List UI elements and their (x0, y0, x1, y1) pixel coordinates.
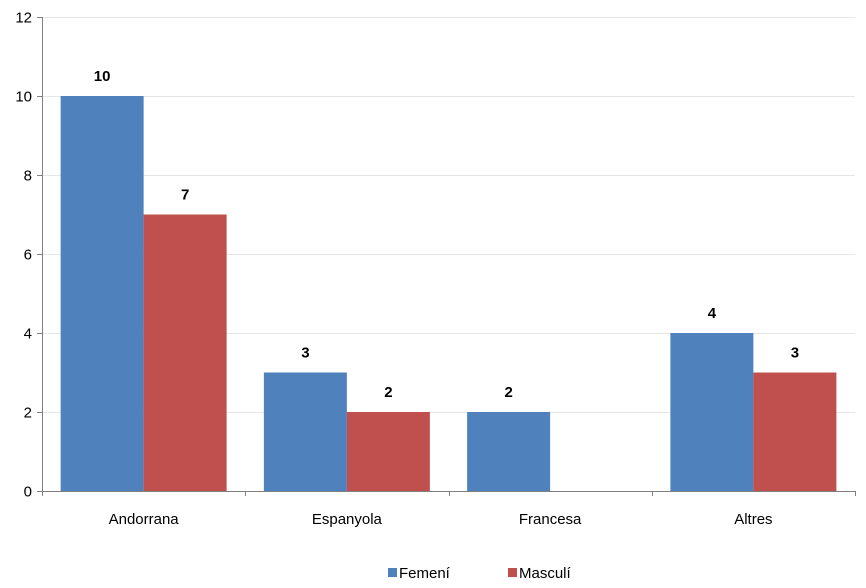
legend-label: Masculí (519, 565, 572, 582)
bar (263, 372, 347, 491)
bar (60, 96, 144, 491)
y-tick-label: 12 (15, 10, 32, 27)
bars (60, 96, 837, 491)
data-labels: 10 7 3 2 2 4 3 (94, 68, 799, 401)
axes: 0 2 4 6 8 10 12 Andorrana Espanyola Francesa Altre… (15, 10, 856, 528)
bar (670, 333, 754, 491)
legend-swatch (388, 568, 397, 577)
data-label: 2 (384, 384, 392, 401)
x-category-label: Altres (734, 511, 772, 528)
y-tick-label: 10 (15, 89, 32, 106)
data-label: 2 (504, 384, 512, 401)
data-label: 4 (708, 305, 717, 322)
y-tick-label: 0 (24, 484, 32, 501)
legend: Femení Masculí (388, 565, 572, 582)
y-tick-label: 2 (24, 405, 32, 422)
data-label: 3 (791, 345, 799, 362)
y-tick-label: 4 (24, 326, 32, 343)
bar (467, 412, 551, 491)
bar (753, 372, 837, 491)
data-label: 10 (94, 68, 111, 85)
x-category-label: Andorrana (109, 511, 180, 528)
x-category-label: Espanyola (312, 511, 383, 528)
y-tick-label: 8 (24, 168, 32, 185)
bar (346, 412, 430, 491)
data-label: 3 (301, 345, 309, 362)
legend-swatch (508, 568, 517, 577)
x-category-label: Francesa (519, 511, 582, 528)
legend-label: Femení (399, 565, 451, 582)
bar (143, 214, 227, 491)
y-tick-label: 6 (24, 247, 32, 264)
data-label: 7 (181, 187, 189, 204)
